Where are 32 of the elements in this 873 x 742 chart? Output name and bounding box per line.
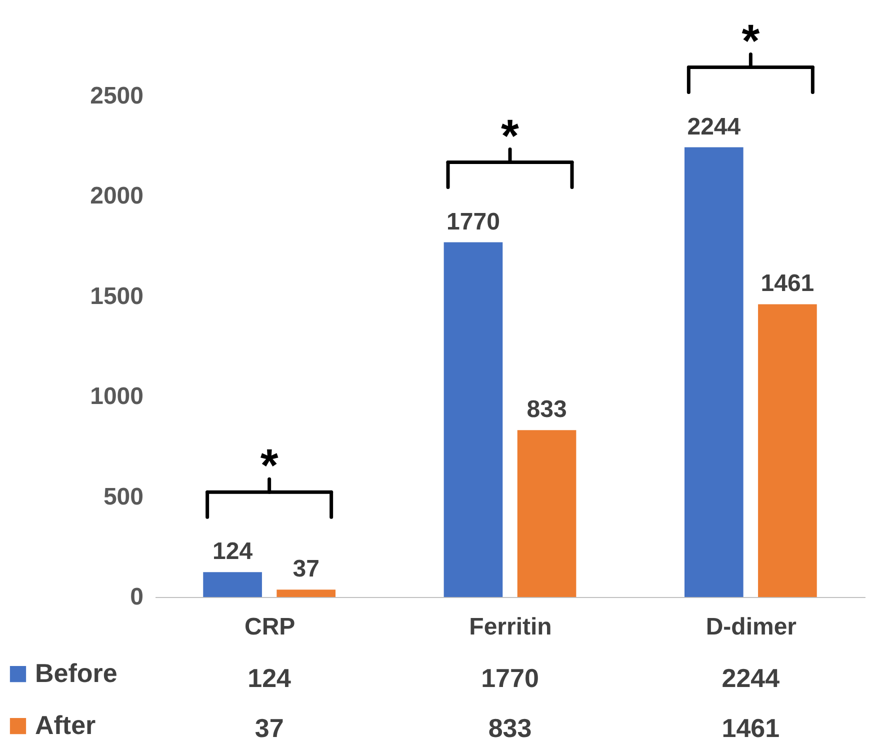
bar bbox=[276, 590, 336, 597]
annotation: * bbox=[501, 109, 520, 162]
text: 37 bbox=[292, 556, 320, 583]
data-label: 833 bbox=[488, 713, 532, 742]
legend-label: After bbox=[35, 710, 96, 740]
x-tick-label: CRP bbox=[244, 614, 296, 640]
y-tick-label: 1000 bbox=[90, 383, 144, 410]
text: 2244 bbox=[687, 113, 741, 140]
data-label: 1461 bbox=[722, 713, 780, 742]
data-label: 1770 bbox=[481, 663, 539, 693]
bar bbox=[203, 572, 262, 597]
text: * bbox=[742, 14, 760, 66]
y-tick-label: 1500 bbox=[90, 282, 144, 310]
bar bbox=[517, 430, 576, 597]
bar bbox=[684, 147, 744, 597]
bar bbox=[444, 242, 503, 597]
y-tick-label: 0 bbox=[130, 584, 144, 610]
text: 124 bbox=[212, 538, 253, 566]
text: 1461 bbox=[760, 270, 814, 298]
text: 833 bbox=[526, 396, 567, 424]
annotation: * bbox=[260, 439, 278, 492]
y-tick-label: 2000 bbox=[90, 182, 144, 210]
text: 1770 bbox=[446, 208, 500, 236]
x-tick-label: D-dimer bbox=[706, 614, 797, 640]
x-tick-label: Ferritin bbox=[469, 614, 552, 640]
y-tick-label: 2500 bbox=[90, 82, 144, 110]
data-label: 2244 bbox=[722, 663, 780, 693]
legend-label: Before bbox=[35, 658, 118, 688]
bar bbox=[758, 304, 817, 597]
data-label: 124 bbox=[248, 663, 292, 693]
y-tick-label: 500 bbox=[103, 483, 144, 510]
data-label: 37 bbox=[254, 713, 284, 742]
